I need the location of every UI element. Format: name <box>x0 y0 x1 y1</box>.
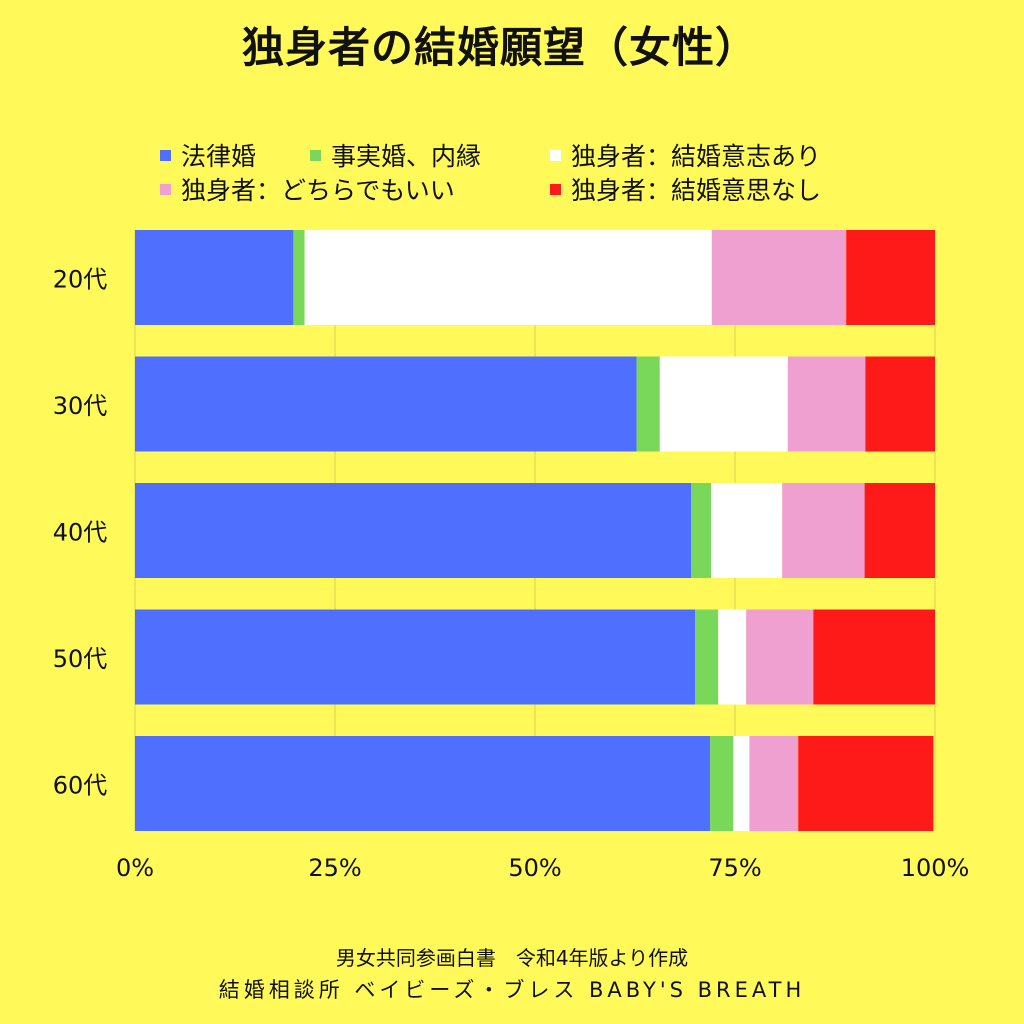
legend-label-no-intention: 独身者：結婚意思なし <box>571 176 822 205</box>
bar-30--series-2 <box>659 356 788 452</box>
legend-label-common-law: 事実婚、内縁 <box>331 142 482 171</box>
legend-item-common-law: 事実婚、内縁 <box>310 137 550 173</box>
bar-40--series-1 <box>691 483 711 578</box>
bar-50--series-0 <box>135 609 695 705</box>
legend-label-want-marriage: 独身者：結婚意志あり <box>571 142 822 171</box>
bar-60--series-1 <box>710 736 734 831</box>
bar-30--series-1 <box>636 356 660 452</box>
category-label-20-: 20代 <box>53 266 108 294</box>
legend-swatch-common-law <box>310 149 321 161</box>
bar-20--series-0 <box>135 230 294 325</box>
legend-swatch-legal-marriage <box>160 149 171 161</box>
chart-title: 独身者の結婚願望（女性） <box>241 23 758 72</box>
bar-20--series-2 <box>304 230 712 325</box>
legend-row-2: 独身者：どちらでもいい 独身者：結婚意思なし <box>160 172 920 206</box>
bar-20--series-1 <box>293 230 305 325</box>
legend-item-want-marriage: 独身者：結婚意志あり <box>550 137 821 173</box>
bar-20--series-4 <box>846 230 935 325</box>
bar-30--series-4 <box>865 356 935 452</box>
bar-60--series-3 <box>749 736 799 831</box>
bar-50--series-3 <box>746 609 814 705</box>
category-label-60-: 60代 <box>53 772 108 800</box>
legend-label-legal-marriage: 法律婚 <box>181 142 257 171</box>
bar-40--series-2 <box>711 483 783 578</box>
bar-40--series-0 <box>135 483 691 578</box>
legend-swatch-either <box>160 183 171 195</box>
legend-item-either: 独身者：どちらでもいい <box>160 171 550 207</box>
category-label-30-: 30代 <box>53 392 108 420</box>
source-note: 男女共同参画白書 令和4年版より作成 <box>335 946 689 970</box>
bar-20--series-3 <box>711 230 847 325</box>
bar-30--series-3 <box>787 356 866 452</box>
bar-60--series-0 <box>135 736 711 831</box>
bar-50--series-1 <box>695 609 719 705</box>
legend-swatch-want-marriage <box>550 149 561 161</box>
x-tick-label-0: 0% <box>116 854 154 882</box>
brand-credit: 結婚相談所 ベイビーズ・ブレス BABY'S BREATH <box>218 978 806 1002</box>
bar-60--series-2 <box>733 736 750 831</box>
legend-item-legal-marriage: 法律婚 <box>160 137 310 173</box>
x-tick-label-4: 100% <box>901 854 970 882</box>
category-label-50-: 50代 <box>53 645 108 673</box>
bar-50--series-2 <box>718 609 747 705</box>
x-tick-label-2: 50% <box>508 854 561 882</box>
bar-60--series-4 <box>798 736 934 831</box>
category-label-40-: 40代 <box>53 519 108 547</box>
bar-40--series-3 <box>782 483 865 578</box>
legend-label-either: 独身者：どちらでもいい <box>181 176 455 205</box>
bar-40--series-4 <box>864 483 935 578</box>
legend-item-no-intention: 独身者：結婚意思なし <box>550 171 821 207</box>
x-tick-label-1: 25% <box>308 854 361 882</box>
x-tick-label-3: 75% <box>708 854 761 882</box>
bar-50--series-4 <box>813 609 935 705</box>
legend-swatch-no-intention <box>550 183 561 195</box>
legend-row-1: 法律婚 事実婚、内縁 独身者：結婚意志あり <box>160 138 920 172</box>
chart-legend: 法律婚 事実婚、内縁 独身者：結婚意志あり 独身者：どちらでもいい 独身者：結婚… <box>160 138 920 206</box>
bar-30--series-0 <box>135 356 637 452</box>
